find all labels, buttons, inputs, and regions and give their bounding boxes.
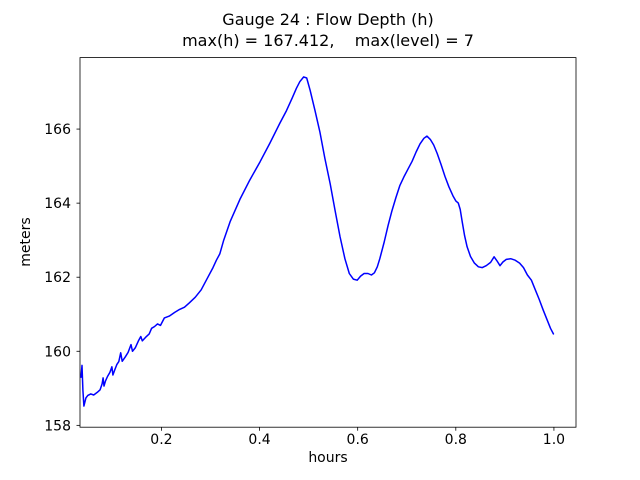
chart-subtitle: max(h) = 167.412, max(level) = 7 — [182, 31, 474, 50]
y-tick-label: 160 — [44, 344, 71, 360]
x-tick-label: 1.0 — [543, 432, 565, 448]
x-tick-label: 0.4 — [248, 432, 270, 448]
y-tick-label: 162 — [44, 270, 71, 286]
flow-depth-line — [80, 76, 555, 407]
x-tick-label: 0.6 — [347, 432, 369, 448]
y-tick-label: 164 — [44, 196, 71, 212]
x-tick-label: 0.2 — [150, 432, 172, 448]
x-tick-label: 0.8 — [445, 432, 467, 448]
axes-frame — [79, 57, 577, 428]
y-tick-label: 158 — [44, 418, 71, 434]
x-axis-label: hours — [308, 450, 347, 466]
chart-title-block: Gauge 24 : Flow Depth (h) max(h) = 167.4… — [80, 9, 576, 51]
y-axis-label: meters — [18, 217, 34, 266]
y-tick-label: 166 — [44, 122, 71, 138]
chart-title: Gauge 24 : Flow Depth (h) — [222, 10, 434, 29]
